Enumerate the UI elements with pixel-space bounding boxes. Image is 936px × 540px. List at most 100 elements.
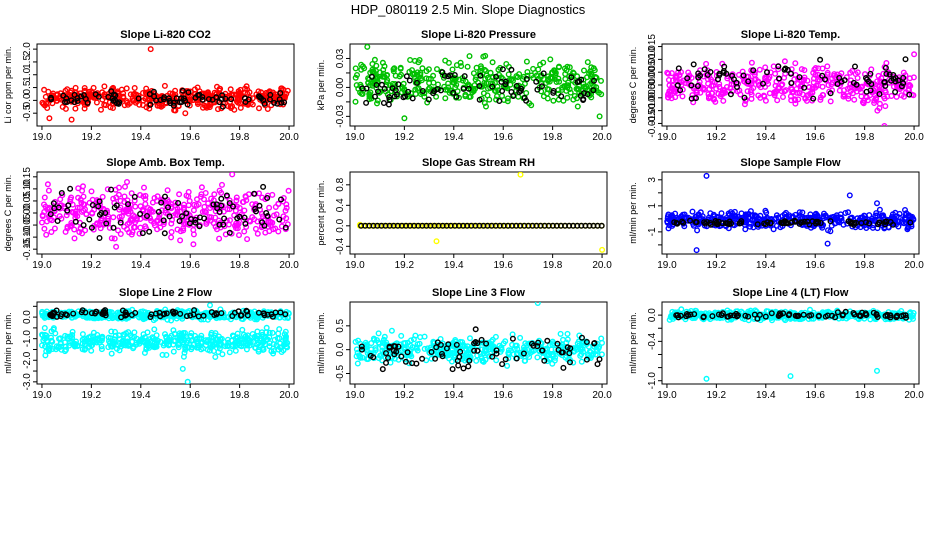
- series-point: [835, 218, 842, 225]
- x-tick-label: 19.8: [855, 132, 875, 143]
- reference-point: [447, 72, 454, 79]
- series-point: [269, 329, 276, 336]
- series-point: [457, 59, 464, 66]
- reference-point: [489, 83, 496, 90]
- plot-frame: [36, 301, 295, 385]
- reference-point: [900, 80, 907, 87]
- reference-point: [701, 66, 708, 73]
- series-point: [775, 84, 782, 91]
- panel-title: Slope Line 3 Flow: [432, 287, 525, 299]
- series-point: [775, 66, 782, 73]
- reference-point: [883, 218, 890, 225]
- reference-point: [460, 365, 467, 372]
- outlier-point: [113, 243, 120, 250]
- reference-point: [157, 313, 164, 320]
- reference-point: [98, 209, 105, 216]
- reference-point: [163, 310, 170, 317]
- series-point: [198, 184, 205, 191]
- reference-point: [372, 93, 379, 100]
- reference-point: [727, 312, 734, 319]
- reference-point: [196, 214, 203, 221]
- reference-point: [244, 312, 251, 319]
- series-point: [563, 339, 570, 346]
- reference-point: [278, 196, 285, 203]
- reference-point: [205, 96, 212, 103]
- reference-point: [583, 339, 590, 346]
- series-point: [371, 337, 378, 344]
- reference-point: [271, 99, 278, 106]
- reference-point: [449, 366, 456, 373]
- reference-point: [784, 66, 791, 73]
- series-point: [866, 212, 873, 219]
- series-point: [243, 83, 250, 90]
- reference-point: [715, 311, 722, 318]
- series-point: [817, 96, 824, 103]
- series-point: [550, 97, 557, 104]
- series-point: [168, 234, 175, 241]
- series-point: [140, 331, 147, 338]
- series-point: [470, 70, 477, 77]
- series-point: [564, 330, 571, 337]
- reference-point: [209, 96, 216, 103]
- reference-point: [767, 219, 774, 226]
- series-point: [262, 334, 269, 341]
- reference-point: [894, 312, 901, 319]
- reference-point: [223, 192, 230, 199]
- reference-point: [736, 220, 743, 227]
- series-point: [456, 76, 463, 83]
- reference-point: [472, 339, 479, 346]
- y-tick-label: 1.5: [22, 55, 33, 69]
- series-point: [151, 222, 158, 229]
- series-point: [151, 344, 158, 351]
- series-point: [398, 332, 405, 339]
- series-point: [46, 348, 53, 355]
- outlier-point: [206, 302, 213, 309]
- series-point: [232, 347, 239, 354]
- series-point: [367, 82, 374, 89]
- series-point: [721, 87, 728, 94]
- reference-point: [827, 90, 834, 97]
- series-point: [275, 228, 282, 235]
- series-point: [734, 213, 741, 220]
- series-point: [441, 83, 448, 90]
- y-tick-label: -0.015: [647, 109, 658, 138]
- series-point: [352, 65, 359, 72]
- reference-point: [256, 202, 263, 209]
- series-point: [392, 80, 399, 87]
- series-point: [285, 187, 292, 194]
- reference-point: [713, 221, 720, 228]
- series-point: [39, 331, 46, 338]
- reference-point: [568, 74, 575, 81]
- reference-point: [220, 221, 227, 228]
- series-point: [42, 343, 49, 350]
- series-point: [705, 95, 712, 102]
- series-point: [428, 355, 435, 362]
- series-point: [860, 100, 867, 107]
- series-point: [390, 66, 397, 73]
- series-point: [415, 85, 422, 92]
- series-point: [276, 326, 283, 333]
- series-point: [108, 235, 115, 242]
- y-tick-label: -0.15: [22, 237, 33, 260]
- x-tick-label: 19.0: [657, 390, 677, 401]
- series-point: [882, 103, 889, 110]
- series-point: [39, 342, 46, 349]
- reference-point: [493, 73, 500, 80]
- reference-point: [868, 81, 875, 88]
- reference-point: [867, 70, 874, 77]
- reference-point: [834, 80, 841, 87]
- reference-point: [409, 95, 416, 102]
- series-point: [182, 333, 189, 340]
- reference-point: [50, 309, 57, 316]
- reference-point: [135, 95, 142, 102]
- panel-title: Slope Line 2 Flow: [119, 287, 212, 299]
- reference-point: [801, 218, 808, 225]
- series-point: [397, 64, 404, 71]
- reference-point: [166, 213, 173, 220]
- series-point: [449, 66, 456, 73]
- series-point: [233, 197, 240, 204]
- series-point: [780, 93, 787, 100]
